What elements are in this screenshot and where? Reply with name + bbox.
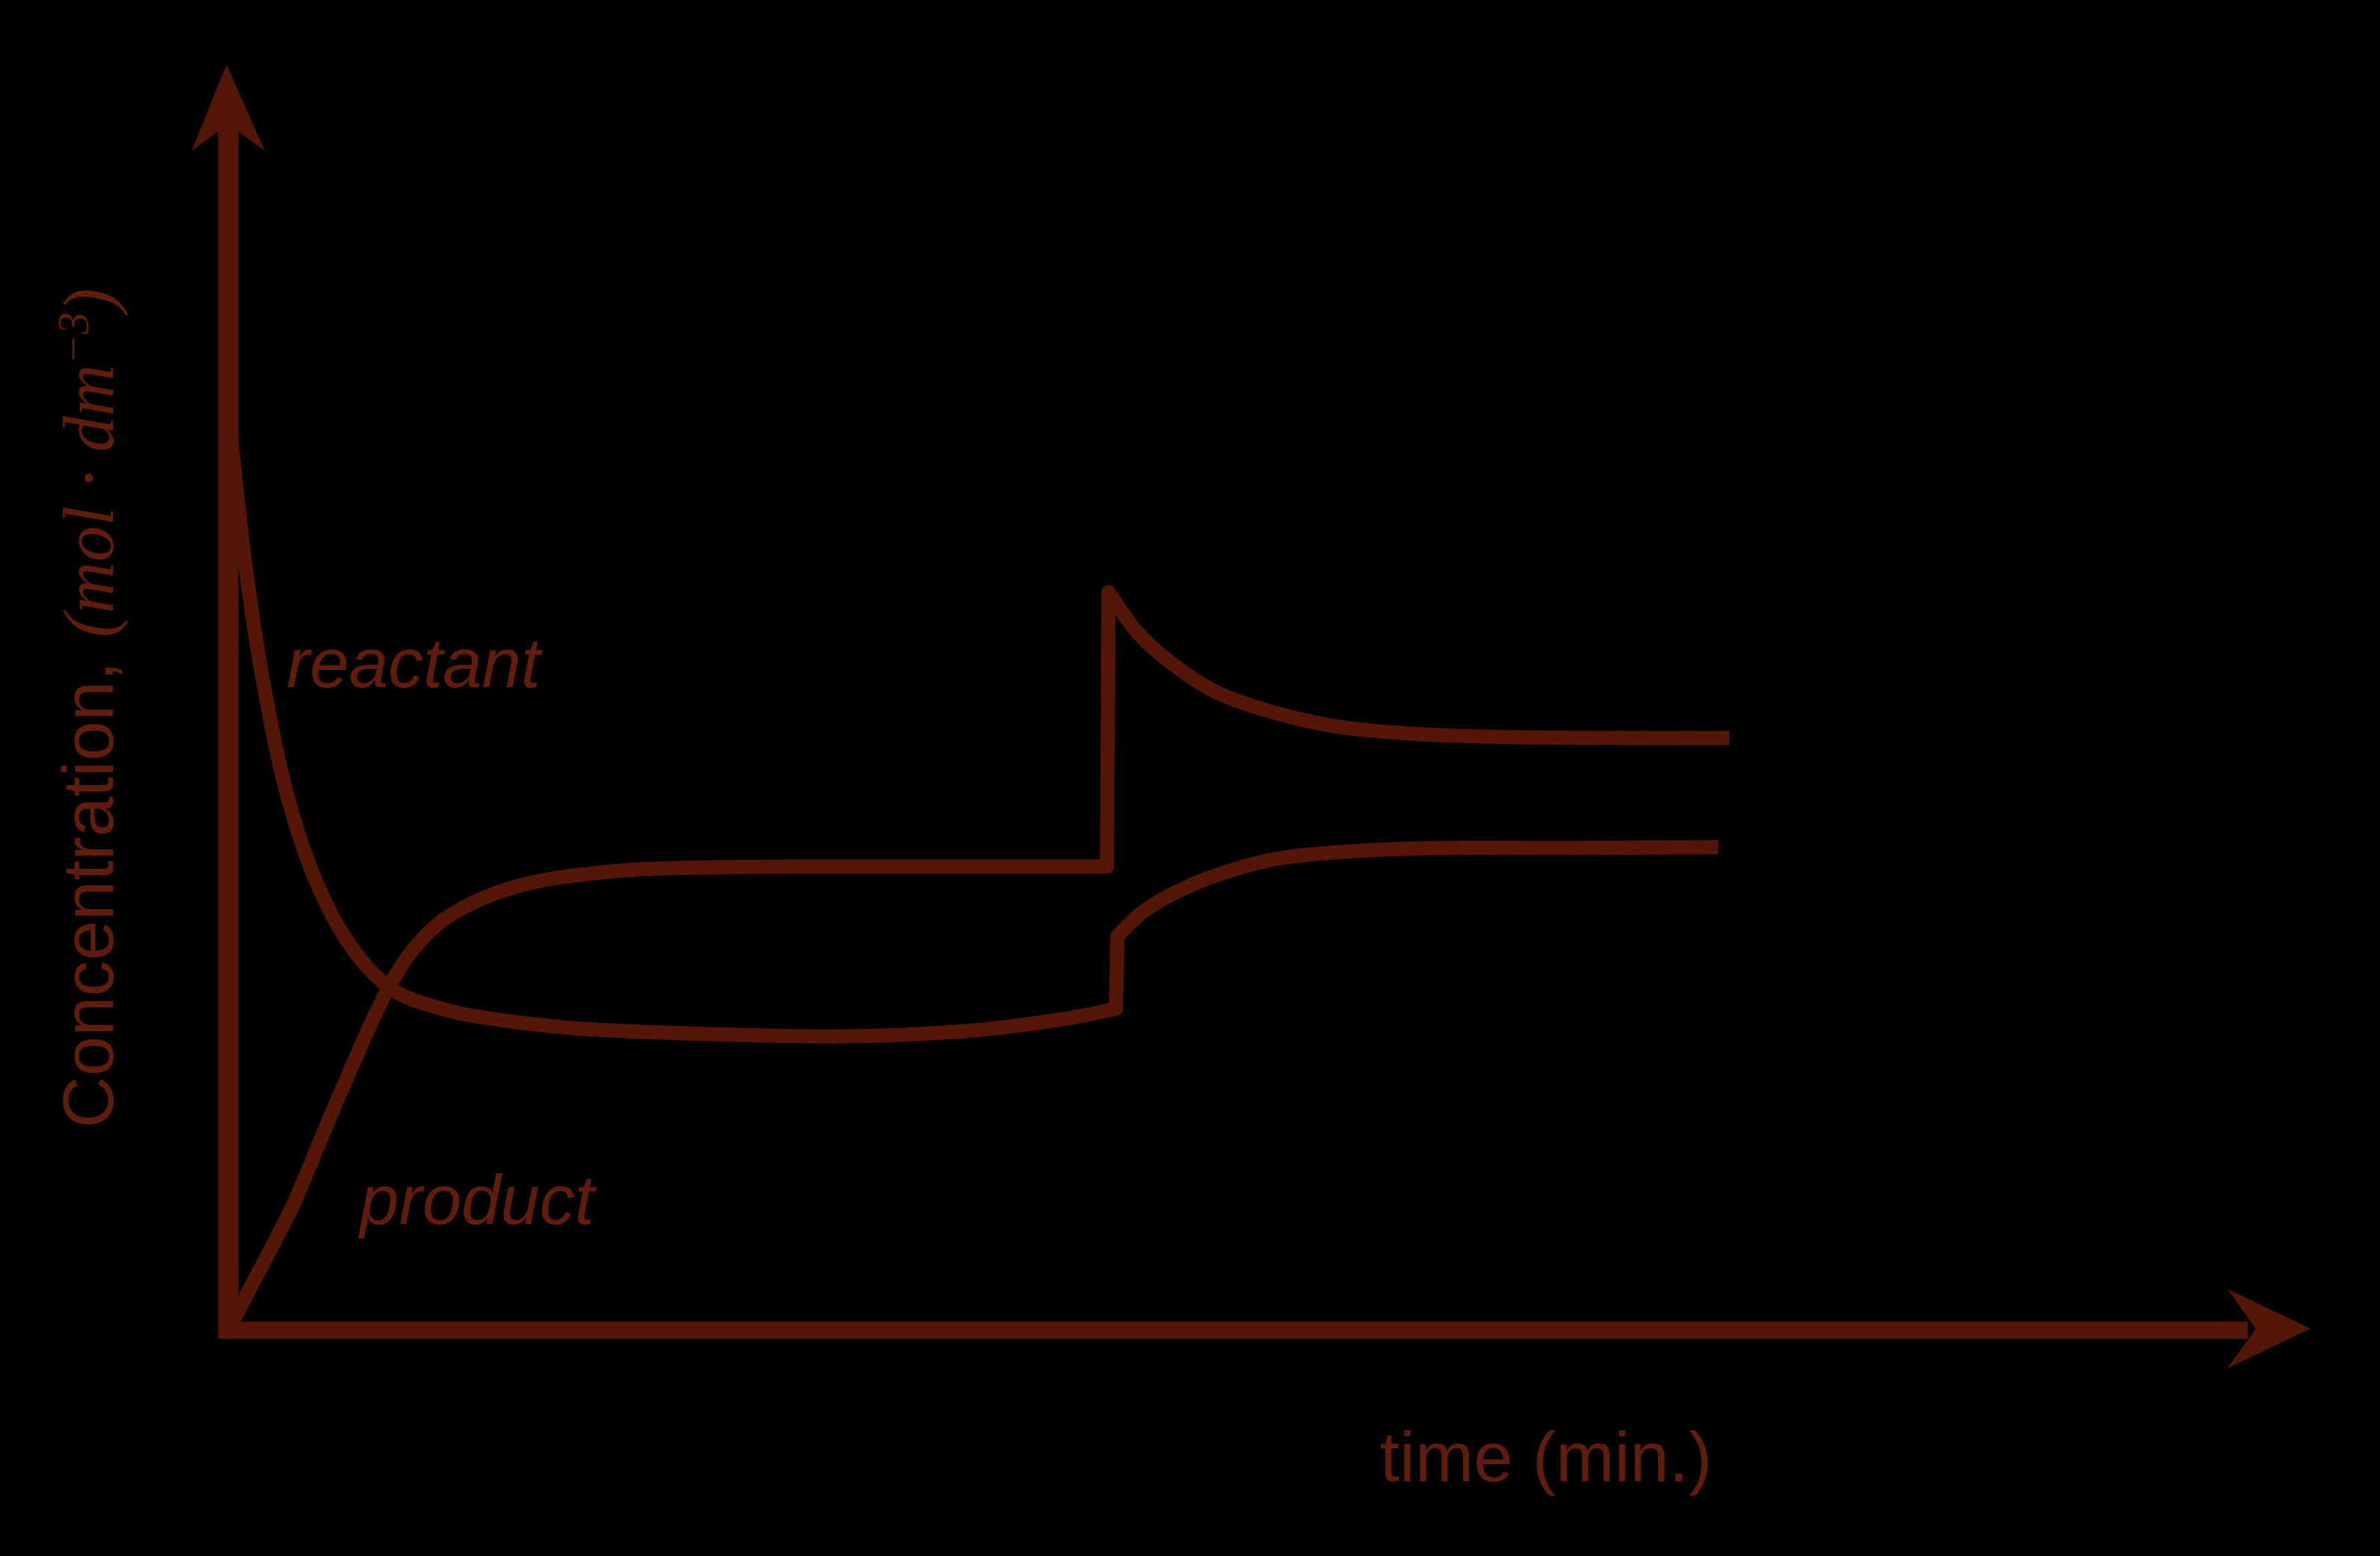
- y-axis-units: (mol · dm−3): [49, 288, 129, 638]
- y-axis-title: Concentration, (mol · dm−3): [49, 288, 129, 1128]
- product-curve: [221, 585, 1730, 1334]
- x-axis-arrowhead: [2227, 1289, 2310, 1368]
- y-axis-title-text: Concentration,: [49, 661, 129, 1128]
- y-axis-units-exponent: −3: [49, 312, 98, 365]
- x-axis-title: time (min.): [1380, 1418, 1712, 1496]
- product-label: product: [360, 1160, 595, 1239]
- reactant-label: reactant: [286, 624, 541, 702]
- reactant-curve: [224, 443, 1719, 1044]
- y-axis-arrowhead: [191, 64, 265, 151]
